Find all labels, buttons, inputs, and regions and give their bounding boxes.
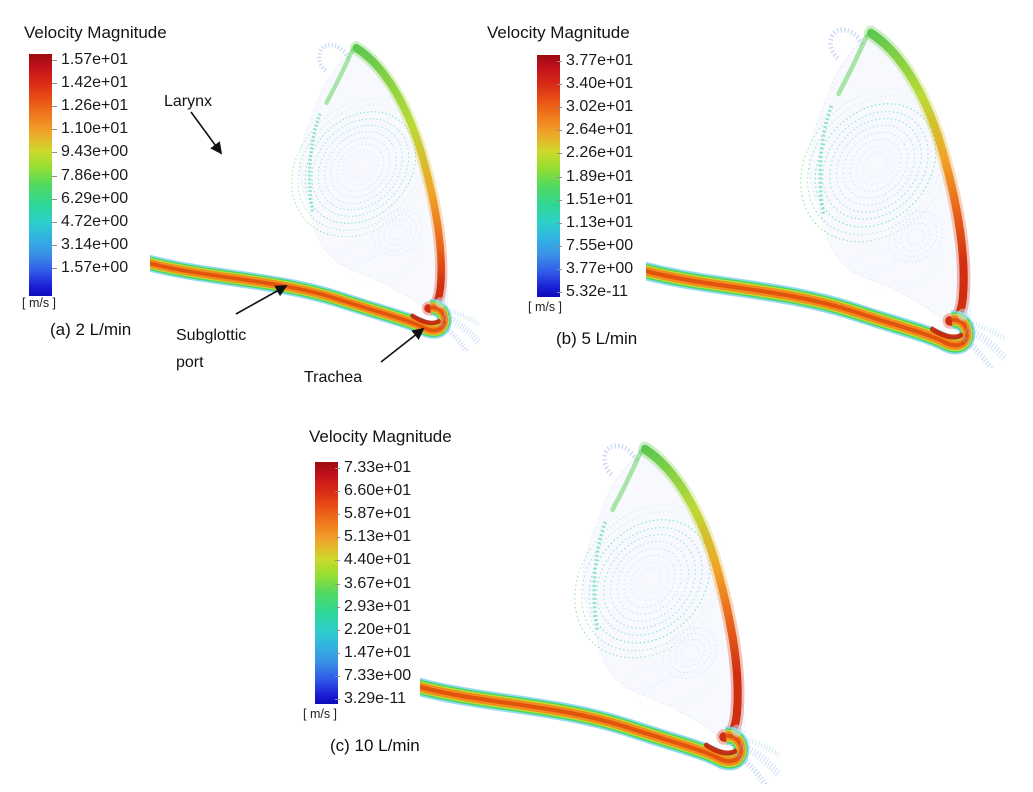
jet-core (410, 313, 441, 326)
colorbar-tick-label: 1.26e+01 (52, 94, 147, 117)
colorbar-tick-label: 2.20e+01 (335, 618, 430, 641)
outlet-spray (435, 297, 480, 351)
colorbar-tick-label: 7.86e+00 (52, 164, 147, 187)
larynx-region (808, 32, 971, 331)
jet-core (929, 326, 964, 340)
colorbar-a (29, 54, 52, 296)
colorbar-title-b: Velocity Magnitude (487, 23, 630, 42)
subglottic-tube (646, 261, 976, 355)
flow-field-c (420, 441, 780, 784)
colorbar-tick-label: 1.57e+01 (52, 48, 147, 71)
colorbar-tick-label: 3.29e-11 (335, 688, 430, 711)
colorbar-tick-label: 4.40e+01 (335, 549, 430, 572)
colorbar-tick-label: 2.93e+01 (335, 595, 430, 618)
jet-core (703, 742, 738, 756)
colorbar-tick-labels-a: 1.57e+01 1.42e+01 1.26e+01 1.10e+01 9.43e+00… (52, 48, 147, 280)
colorbar-tick-label: 5.32e-11 (557, 281, 652, 304)
annotation-trachea: Trachea (304, 369, 363, 386)
colorbar-tick-label: 1.51e+01 (557, 188, 652, 211)
colorbar-tick-label: 1.47e+01 (335, 642, 430, 665)
subglottic-tube (150, 254, 452, 339)
colorbar-tick-labels-c: 7.33e+01 6.60e+01 5.87e+01 5.13e+01 4.40e+01… (335, 456, 430, 711)
epiglottis-flap (828, 27, 865, 62)
colorbar-tick-label: 5.87e+01 (335, 502, 430, 525)
panel-caption-c: (c) 10 L/min (330, 736, 420, 755)
colorbar-tick-label: 3.40e+01 (557, 72, 652, 95)
colorbar-tick-label: 4.72e+00 (52, 210, 147, 233)
outlet-spray (957, 308, 1006, 368)
colorbar-tick-label: 7.33e+01 (335, 456, 430, 479)
colorbar-tick-label: 1.13e+01 (557, 211, 652, 234)
colorbar-tick-label: 3.67e+01 (335, 572, 430, 595)
colorbar-tick-label: 1.89e+01 (557, 165, 652, 188)
colorbar-tick-labels-b: 3.77e+01 3.40e+01 3.02e+01 2.64e+01 2.26e+01… (557, 49, 652, 304)
colorbar-b (537, 55, 560, 297)
colorbar-title-a: Velocity Magnitude (24, 23, 167, 42)
subglottic-tube (420, 677, 750, 771)
colorbar-tick-label: 7.33e+00 (335, 665, 430, 688)
outlet-spray (731, 724, 780, 784)
colorbar-tick-label: 1.42e+01 (52, 71, 147, 94)
epiglottis-flap (317, 42, 350, 74)
epiglottis-flap (602, 443, 639, 478)
larynx-region (582, 448, 745, 747)
colorbar-tick-label: 2.26e+01 (557, 142, 652, 165)
panel-caption-a: (a) 2 L/min (50, 320, 132, 339)
colorbar-title-c: Velocity Magnitude (309, 427, 452, 446)
colorbar-tick-label: 1.57e+00 (52, 257, 147, 280)
colorbar-tick-label: 9.43e+00 (52, 141, 147, 164)
unit-label-a: [ m/s ] (22, 296, 57, 310)
colorbar-tick-label: 3.02e+01 (557, 95, 652, 118)
flow-field-b (646, 25, 1006, 368)
annotation-subglottic-line2: port (176, 354, 204, 371)
flow-field-a (150, 41, 480, 351)
annotation-subglottic-line1: Subglottic (176, 327, 247, 344)
colorbar-tick-label: 3.14e+00 (52, 234, 147, 257)
colorbar-tick-label: 5.13e+01 (335, 526, 430, 549)
panel-caption-b: (b) 5 L/min (556, 329, 638, 348)
annotation-larynx: Larynx (164, 93, 213, 110)
unit-label-c: [ m/s ] (303, 707, 338, 721)
annotation-subglottic-port: Subglottic port (176, 322, 246, 376)
colorbar-tick-label: 1.10e+01 (52, 118, 147, 141)
colorbar-tick-label: 6.29e+00 (52, 187, 147, 210)
colorbar-tick-label: 3.77e+00 (557, 258, 652, 281)
colorbar-tick-label: 2.64e+01 (557, 119, 652, 142)
unit-label-b: [ m/s ] (528, 300, 563, 314)
colorbar-c (315, 462, 338, 704)
colorbar-tick-label: 3.77e+01 (557, 49, 652, 72)
colorbar-tick-label: 7.55e+00 (557, 235, 652, 258)
larynx-region (299, 47, 448, 318)
colorbar-tick-label: 6.60e+01 (335, 479, 430, 502)
